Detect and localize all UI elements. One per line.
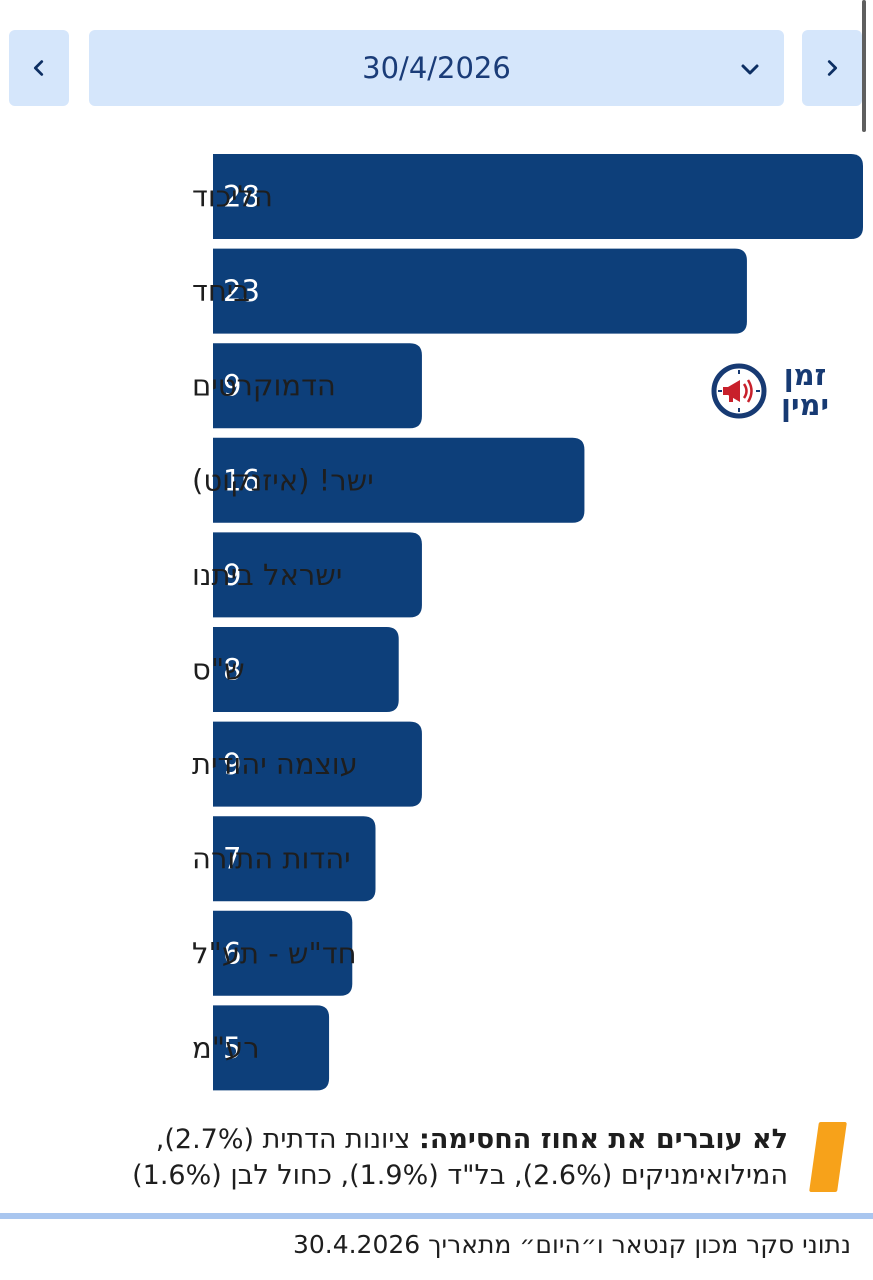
selected-date: 30/4/2026 [362,51,511,85]
category-label: רע"מ [192,1031,260,1065]
bar [213,721,422,807]
chevron-down-icon [741,64,759,75]
bar [213,343,422,429]
logo-wordmark: זמן ימין [772,360,838,426]
section-divider [0,1213,873,1219]
bar-value-label: 7 [223,842,241,876]
note-text: לא עוברים את אחוז החסימה: ציונות הדתית (… [80,1122,788,1194]
category-label: הליכוד [192,180,273,214]
bar-value-label: 28 [223,180,260,214]
category-label: ישראל ביתנו [192,558,342,592]
category-label: יהדות התורה [192,842,351,876]
previous-date-button[interactable] [9,30,69,106]
category-label: עוצמה יהודית [192,747,358,781]
category-label: הדמוקרטים [192,369,336,403]
bar-value-label: 23 [223,274,260,308]
bar [213,248,747,334]
zman-yamin-logo: זמן ימין [708,360,834,426]
bar [213,154,863,239]
logo-line-1: זמן [783,358,827,392]
note-body: ציונות הדתית (2.7%), המילואימניקים (2.6%… [132,1124,788,1191]
category-label: ישר! (איזנקוט) [192,463,374,497]
threshold-note: לא עוברים את אחוז החסימה: ציונות הדתית (… [80,1118,865,1202]
next-date-button[interactable] [802,30,862,106]
source-caption: נתוני סקר מכון קנטאר ו״היום״ מתאריך 30.4… [292,1230,851,1259]
bar-value-label: 6 [223,936,241,970]
bar [213,532,422,618]
bar-value-label: 5 [223,1031,241,1065]
note-accent-bar [809,1122,847,1192]
bar [213,627,399,712]
note-heading: לא עוברים את אחוז החסימה: [419,1124,788,1155]
bar [213,910,353,996]
chevron-right-icon [827,60,838,76]
category-label: חד"ש - תע"ל [192,936,357,970]
bar-value-label: 8 [223,653,241,687]
date-dropdown[interactable]: 30/4/2026 [89,30,784,106]
logo-line-2: ימין [780,388,830,422]
bar-value-label: 9 [223,747,241,781]
category-label: ביחד [192,274,250,308]
bar [213,437,585,523]
megaphone-clock-icon [711,363,767,419]
bar-value-label: 9 [223,369,241,403]
bar [213,816,376,902]
bar-value-label: 9 [223,558,241,592]
chevron-left-icon [33,60,44,76]
bar-value-label: 16 [223,463,260,497]
category-label: ש"ס [192,653,245,687]
scrollbar[interactable] [862,0,866,132]
bar [213,1005,330,1091]
